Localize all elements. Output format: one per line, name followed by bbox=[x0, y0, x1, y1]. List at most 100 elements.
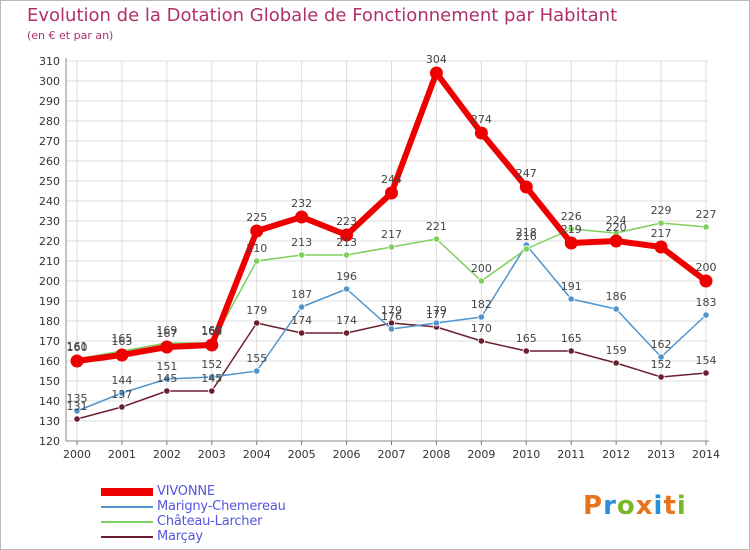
legend-label: Marçay bbox=[157, 529, 203, 544]
logo-letter: o bbox=[616, 491, 636, 521]
data-point bbox=[432, 235, 441, 243]
y-tick-label: 170 bbox=[39, 335, 60, 348]
x-tick-label: 2014 bbox=[692, 448, 720, 461]
data-label: 220 bbox=[606, 221, 627, 234]
data-label: 161 bbox=[67, 340, 88, 353]
data-point bbox=[612, 305, 620, 313]
chart-subtitle: (en € et par an) bbox=[27, 29, 114, 42]
data-point bbox=[73, 415, 81, 423]
y-tick-label: 260 bbox=[39, 155, 60, 168]
legend-label: VIVONNE bbox=[157, 484, 215, 499]
x-tick-label: 2009 bbox=[467, 448, 495, 461]
x-tick-label: 2001 bbox=[108, 448, 136, 461]
y-tick-label: 220 bbox=[39, 235, 60, 248]
data-label: 229 bbox=[651, 204, 672, 217]
data-label: 165 bbox=[111, 332, 132, 345]
y-tick-label: 150 bbox=[39, 375, 60, 388]
data-point bbox=[73, 407, 81, 415]
data-label: 223 bbox=[336, 215, 357, 228]
logo-letter: x bbox=[635, 491, 654, 521]
data-label: 186 bbox=[606, 290, 627, 303]
data-point bbox=[208, 387, 216, 395]
plot-area bbox=[66, 61, 709, 441]
data-label: 221 bbox=[426, 220, 447, 233]
data-label: 217 bbox=[651, 227, 672, 240]
x-tick-label: 2002 bbox=[153, 448, 181, 461]
x-tick-label: 2007 bbox=[378, 448, 406, 461]
data-point bbox=[657, 219, 665, 227]
data-label: 200 bbox=[471, 262, 492, 275]
data-point bbox=[342, 251, 351, 259]
data-label: 216 bbox=[516, 230, 537, 243]
x-tick-label: 2010 bbox=[512, 448, 540, 461]
data-point bbox=[208, 373, 216, 381]
data-label: 169 bbox=[156, 324, 177, 337]
data-label: 170 bbox=[471, 322, 492, 335]
data-point bbox=[298, 303, 306, 311]
data-point bbox=[567, 225, 575, 233]
data-label: 155 bbox=[246, 352, 267, 365]
data-point bbox=[567, 347, 575, 355]
data-point bbox=[522, 347, 530, 355]
data-label: 151 bbox=[156, 360, 177, 373]
x-tick-label: 2012 bbox=[602, 448, 630, 461]
legend-item: Marigny-Chemereau bbox=[101, 499, 361, 514]
data-label: 182 bbox=[471, 298, 492, 311]
data-label: 304 bbox=[426, 53, 447, 66]
legend-swatch bbox=[101, 506, 153, 508]
data-label: 131 bbox=[67, 400, 88, 413]
data-label: 196 bbox=[336, 270, 357, 283]
data-label: 217 bbox=[381, 228, 402, 241]
data-label: 213 bbox=[291, 236, 312, 249]
data-point bbox=[298, 251, 306, 259]
chart-legend: VIVONNE Marigny-Chemereau Château-Larcher M… bbox=[101, 484, 361, 544]
data-label: 183 bbox=[696, 296, 717, 309]
data-point bbox=[298, 329, 306, 337]
data-point bbox=[118, 403, 126, 411]
data-label: 177 bbox=[426, 308, 447, 321]
data-label: 137 bbox=[111, 388, 132, 401]
data-label: 179 bbox=[246, 304, 267, 317]
data-label: 219 bbox=[561, 223, 582, 236]
data-label: 144 bbox=[111, 374, 132, 387]
data-label: 191 bbox=[561, 280, 582, 293]
data-point bbox=[342, 329, 351, 337]
y-tick-label: 250 bbox=[39, 175, 60, 188]
x-tick-label: 2003 bbox=[198, 448, 226, 461]
data-label: 145 bbox=[201, 372, 222, 385]
logo-letter: i bbox=[676, 491, 687, 521]
data-label: 227 bbox=[696, 208, 717, 221]
y-tick-label: 240 bbox=[39, 195, 60, 208]
data-point bbox=[250, 224, 264, 238]
legend-swatch bbox=[101, 521, 153, 523]
data-label: 247 bbox=[516, 167, 537, 180]
data-label: 168 bbox=[201, 325, 222, 338]
x-tick-label: 2000 bbox=[63, 448, 91, 461]
legend-label: Marigny-Chemereau bbox=[157, 499, 286, 514]
data-point bbox=[118, 389, 126, 397]
data-label: 274 bbox=[471, 113, 492, 126]
data-label: 210 bbox=[246, 242, 267, 255]
data-label: 159 bbox=[606, 344, 627, 357]
data-point bbox=[657, 373, 665, 381]
data-point bbox=[163, 375, 171, 383]
logo-letter: i bbox=[653, 491, 664, 521]
x-tick-label: 2004 bbox=[243, 448, 271, 461]
data-label: 162 bbox=[651, 338, 672, 351]
y-tick-label: 140 bbox=[39, 395, 60, 408]
y-tick-label: 290 bbox=[39, 95, 60, 108]
x-tick-label: 2005 bbox=[288, 448, 316, 461]
data-point bbox=[702, 369, 710, 377]
data-label: 174 bbox=[336, 314, 357, 327]
data-point bbox=[519, 180, 533, 194]
data-label: 154 bbox=[696, 354, 717, 367]
proxiti-logo: Proxiti bbox=[583, 491, 687, 521]
data-point bbox=[564, 236, 578, 250]
legend-swatch bbox=[101, 488, 153, 496]
data-point bbox=[387, 325, 396, 333]
x-tick-label: 2013 bbox=[647, 448, 675, 461]
legend-item: Château-Larcher bbox=[101, 514, 361, 529]
data-point bbox=[612, 359, 620, 367]
